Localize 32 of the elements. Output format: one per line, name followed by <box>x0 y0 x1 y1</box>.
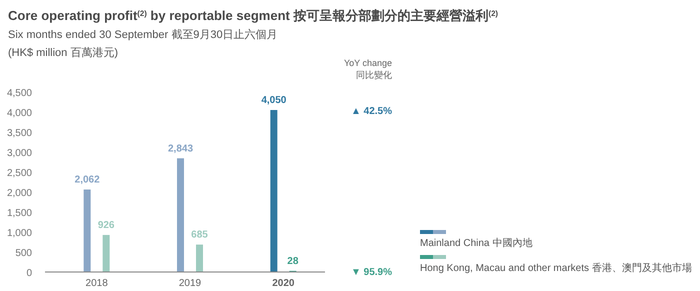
data-label: 2,062 <box>74 174 100 186</box>
data-label: 926 <box>98 220 115 231</box>
data-label: 4,050 <box>261 95 287 106</box>
chart-subtitle: Six months ended 30 September 截至9月30日止六個月 <box>8 28 278 41</box>
text: ▲ 42.5% <box>350 106 392 117</box>
text: YoY change 同比變化 <box>344 58 392 80</box>
y-tick-label: 2,500 <box>6 168 32 179</box>
data-label: 2,843 <box>168 143 194 154</box>
bar <box>177 158 184 272</box>
bar <box>196 244 203 272</box>
data-label: 28 <box>287 256 299 267</box>
data-label: 685 <box>191 230 208 241</box>
y-tick-label: 2,000 <box>6 188 32 199</box>
y-tick-label: 1,000 <box>6 228 32 239</box>
x-tick-label: 2018 <box>86 278 108 289</box>
chart-title: Core operating profit$^{(2)}$ by reportable segment 按可呈報分部劃分的主要經營溢利$^{(2)}$ <box>8 8 498 23</box>
x-tick-label: 2020 <box>272 278 295 289</box>
y-tick-label: 500 <box>15 248 32 259</box>
y-tick-label: 0 <box>26 268 32 279</box>
bar <box>84 190 91 272</box>
y-tick-label: 3,000 <box>6 148 32 159</box>
legend-label: Hong Kong, Macau and other markets 香港、澳門及其他市場 <box>420 262 692 274</box>
legend-label: Mainland China 中國內地 <box>420 237 532 249</box>
y-tick-label: 1,500 <box>6 208 32 219</box>
bar <box>102 234 110 272</box>
x-tick-label: 2019 <box>178 278 202 289</box>
y-tick-label: 4,500 <box>6 88 32 99</box>
text: ▼ 95.9% <box>350 266 392 278</box>
bar <box>270 110 278 272</box>
y-tick-label: 4,000 <box>6 108 32 119</box>
y-axis-title: (HK$ million 百萬港元) <box>8 46 118 59</box>
y-tick-label: 3,500 <box>6 128 32 139</box>
